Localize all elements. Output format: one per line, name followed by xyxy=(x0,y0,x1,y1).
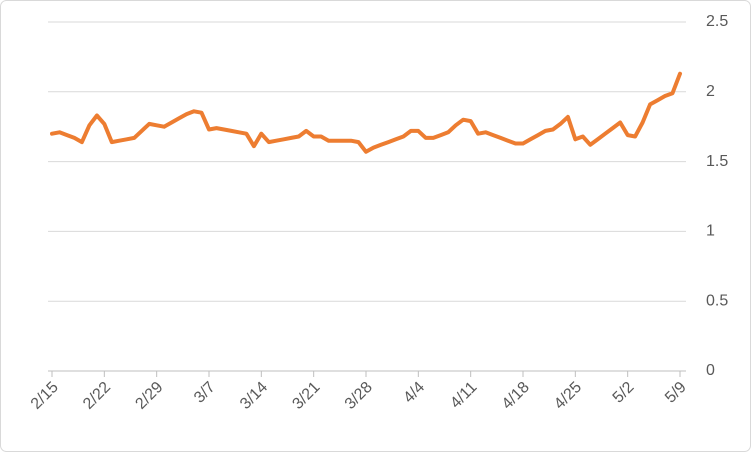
y-tick-label: 0 xyxy=(706,362,715,379)
y-tick-label: 2.5 xyxy=(706,13,728,30)
y-tick-label: 1.5 xyxy=(706,153,728,170)
y-tick-label: 1 xyxy=(706,223,715,240)
y-tick-label: 0.5 xyxy=(706,292,728,309)
data-line xyxy=(50,71,682,154)
y-tick-label: 2 xyxy=(706,83,715,100)
